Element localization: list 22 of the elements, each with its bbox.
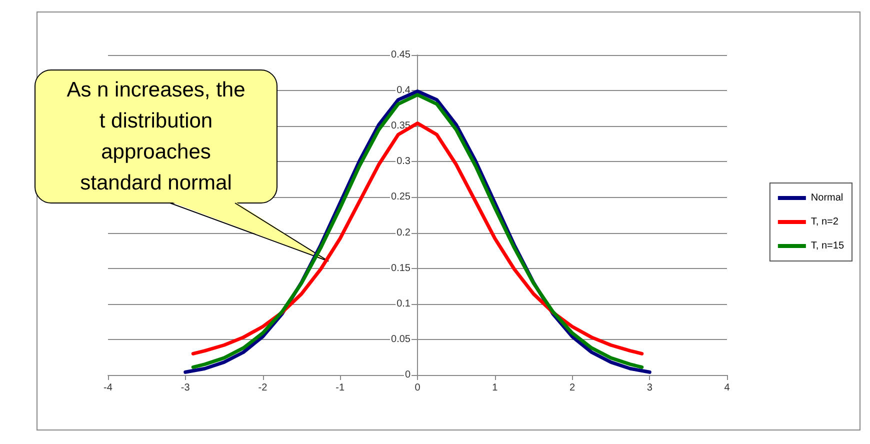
y-tick-label: 0.3 (396, 156, 411, 168)
y-tick-label: 0.2 (396, 227, 411, 238)
y-tick-label: 0.4 (396, 85, 411, 96)
x-tick-label: -1 (336, 382, 345, 394)
y-tick-label: 0.45 (391, 50, 411, 60)
x-tick-label: -3 (180, 382, 190, 394)
y-tick-label: 0 (404, 370, 411, 380)
y-tick-label: 0.05 (391, 334, 411, 345)
legend-label: T, n=15 (810, 240, 844, 252)
x-tick-label: 3 (646, 382, 653, 394)
x-tick-label: 2 (569, 382, 576, 394)
x-tick-label: -2 (258, 382, 268, 394)
y-tick-label: 0.25 (391, 192, 411, 203)
y-tick-label: 0.15 (391, 262, 411, 274)
y-tick-label: 0.1 (396, 298, 411, 310)
x-tick-label: -4 (104, 382, 113, 394)
x-tick-label: 4 (724, 382, 730, 394)
legend-label: Normal (810, 192, 844, 204)
annotation: As n increases, the t distribution approaches standard normal (66, 78, 246, 194)
x-tick-label: 0 (414, 382, 421, 394)
x-tick-label: 1 (492, 382, 498, 394)
legend-label: T, n=2 (810, 216, 839, 228)
